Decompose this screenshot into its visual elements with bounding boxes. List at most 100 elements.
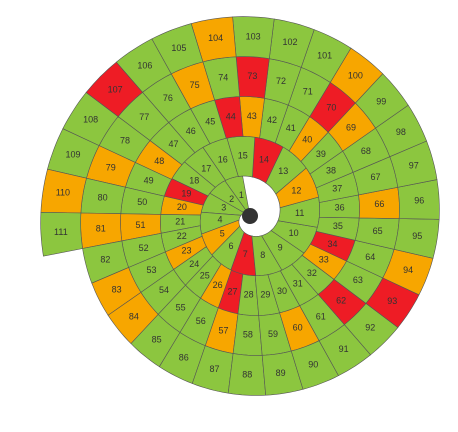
cell-label: 54 [159,285,169,295]
cell-label: 10 [289,228,299,238]
cell-label: 57 [218,325,228,335]
cell-label: 88 [242,370,252,380]
cells [40,16,440,396]
cell-label: 93 [387,296,397,306]
cell-label: 109 [65,149,80,159]
cell-label: 83 [112,284,122,294]
cell-label: 24 [189,259,199,269]
cell-label: 61 [316,311,326,321]
cell-label: 35 [333,221,343,231]
cell-label: 22 [177,231,187,241]
cell-label: 1 [239,190,244,200]
cell-label: 63 [353,275,363,285]
cell-label: 103 [246,31,261,41]
cell-label: 20 [177,202,187,212]
cell-label: 5 [220,228,225,238]
cell-label: 73 [247,71,257,81]
cell-label: 84 [129,311,139,321]
cell-label: 11 [295,208,304,218]
cell-label: 95 [412,231,422,241]
cell-label: 67 [370,172,380,182]
cell-label: 70 [326,102,336,112]
cell-label: 59 [268,329,278,339]
cell-label: 74 [218,72,228,82]
cell-label: 15 [238,151,248,161]
cell-label: 99 [376,96,386,106]
cell-label: 87 [209,364,219,374]
cell-label: 62 [336,295,346,305]
cell-label: 53 [146,265,156,275]
cell-label: 12 [291,186,301,196]
cell-label: 41 [286,123,296,133]
cell-label: 52 [139,243,149,253]
cell-label: 101 [317,50,332,60]
cell-label: 96 [414,196,424,206]
cell-label: 72 [276,76,286,86]
cell-label: 79 [106,162,116,172]
cell-label: 21 [175,216,185,226]
cell-label: 17 [201,163,211,173]
cell-label: 89 [276,368,286,378]
cell-label: 51 [135,220,145,230]
cell-label: 65 [373,226,383,236]
cell-label: 91 [339,344,349,354]
cell-label: 50 [137,197,147,207]
cell-label: 39 [316,149,326,159]
cell-label: 107 [108,85,123,95]
cell-label: 14 [259,154,269,164]
cell-label: 48 [154,156,164,166]
cell-label: 34 [327,239,337,249]
cell-label: 76 [163,93,173,103]
cell-label: 16 [218,154,228,164]
cell-label: 56 [196,316,206,326]
cell-label: 77 [139,112,149,122]
cell-label: 29 [260,289,270,299]
cell-label: 37 [332,184,342,194]
cell [40,211,83,257]
cell-label: 43 [247,111,257,121]
cell-label: 45 [205,117,215,127]
cell-label: 18 [189,175,199,185]
cell-label: 80 [98,192,108,202]
cell-label: 19 [181,188,191,198]
cell-label: 105 [171,43,186,53]
cell-label: 40 [302,134,312,144]
cell-label: 81 [96,223,106,233]
cell-label: 26 [213,280,223,290]
cell-label: 111 [54,227,68,237]
cell-label: 9 [278,243,283,253]
cell-label: 85 [152,334,162,344]
cell-label: 13 [278,166,288,176]
cell-label: 7 [243,249,248,259]
cell-label: 28 [244,290,254,300]
hub [242,208,258,224]
cell-label: 38 [326,165,336,175]
cell-label: 42 [267,115,277,125]
cell-label: 108 [83,115,98,125]
cell-label: 66 [374,199,384,209]
cell-label: 86 [179,352,189,362]
cell-label: 8 [260,250,265,260]
cell-label: 97 [409,160,419,170]
cell-label: 44 [226,112,236,122]
cell-label: 30 [277,286,287,296]
cell-label: 98 [396,127,406,137]
cell-label: 78 [120,135,130,145]
cell-label: 27 [227,286,237,296]
cell-label: 2 [229,194,234,204]
cell-label: 90 [308,359,318,369]
cell-label: 3 [221,202,226,212]
cell-label: 25 [200,270,210,280]
cell-label: 100 [348,70,363,80]
cell-label: 32 [307,268,317,278]
cell-label: 106 [137,60,152,70]
cell-label: 4 [217,215,222,225]
cell-label: 47 [168,139,178,149]
cell-label: 6 [228,241,233,251]
cell-label: 49 [144,175,154,185]
cell-label: 60 [293,323,303,333]
cell-label: 94 [403,265,413,275]
cell-label: 31 [293,279,303,289]
